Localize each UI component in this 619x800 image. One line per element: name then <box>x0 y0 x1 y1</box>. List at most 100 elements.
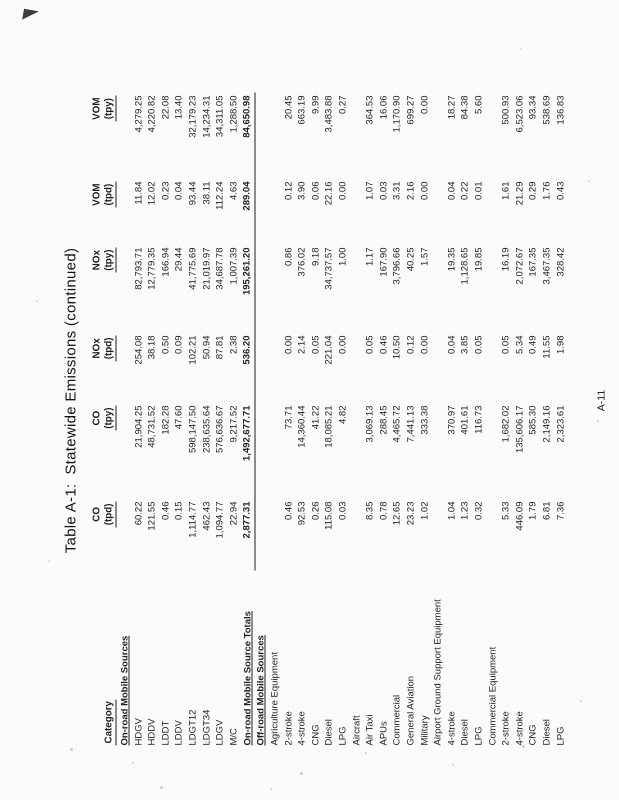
cell-value <box>268 498 282 570</box>
cell-value: 1.04 <box>445 501 457 520</box>
cell-value: 38.11 <box>200 181 212 205</box>
cell-value: 4.82 <box>337 405 348 424</box>
cell-value: 11.55 <box>540 335 552 359</box>
cell-value: 254.08 <box>132 335 144 365</box>
cell-value: 41,775.69 <box>186 247 198 290</box>
cell-value: 1.17 <box>364 247 376 266</box>
cell-value: 0.46 <box>159 501 171 520</box>
row-label: Commercial Equipment <box>486 646 498 745</box>
page-number: A-11 <box>595 389 607 411</box>
cell-value: 0.00 <box>337 335 348 354</box>
cell-value: 1,682.02 <box>500 405 512 442</box>
cell-value: 536.20 <box>240 332 255 402</box>
row-label: LPG <box>337 725 348 745</box>
cell-value: 7,441.13 <box>404 405 416 442</box>
row-label: LPG <box>472 725 484 745</box>
cell-value: 22.16 <box>323 181 335 205</box>
table-row-data: CNG 1.79 585.30 0.49 167.35 0.29 93.34 <box>526 92 540 748</box>
cell-value: 1,492,677.71 <box>240 402 255 498</box>
cell-value: 1,170.90 <box>391 95 403 132</box>
cell-value: 182.28 <box>159 405 171 435</box>
row-label: Diesel <box>459 718 471 745</box>
scan-speckle <box>160 786 163 789</box>
emissions-table: Category CO (tpd) CO (tpy) NOx (tpd) NOx (tpy) VO… <box>91 92 567 748</box>
table-row-data: Commercial 12.65 4,465.72 10.50 3,796.66 3.31… <box>390 92 404 748</box>
cell-value: 22.08 <box>159 95 171 119</box>
cell-value: 0.32 <box>472 501 484 520</box>
row-label: LDDT <box>159 720 171 745</box>
cell-value: 6.81 <box>540 501 552 520</box>
cell-value: 166.94 <box>159 247 171 277</box>
table-row-data: LPG 7.36 2,323.61 1.98 328.42 0.43 136.83 <box>554 92 568 748</box>
cell-value: 41.22 <box>309 405 321 429</box>
cell-value <box>254 498 268 570</box>
cell-value: 1.02 <box>418 501 430 520</box>
row-label: M/C <box>227 727 239 745</box>
cell-value: 364.53 <box>364 95 376 125</box>
cell-value: 14,234.31 <box>200 95 212 138</box>
row-label: LDGT34 <box>200 709 212 745</box>
cell-value: 6,523.06 <box>513 95 525 132</box>
cell-value <box>431 332 445 402</box>
cell-value: 12.02 <box>146 181 158 205</box>
cell-value: 1.23 <box>459 501 471 520</box>
table-row-data: 4-stroke 446.09 135,606.17 5.34 2,072.67 21.2… <box>513 92 527 748</box>
cell-value: 289.04 <box>240 178 255 244</box>
cell-value <box>268 92 282 178</box>
cell-value <box>486 402 500 498</box>
table-row-data: Diesel 115.08 18,085.21 221.04 34,737.57 22.1… <box>322 92 336 748</box>
table-row-subsection: Commercial Equipment <box>486 92 500 748</box>
cell-value: 21.29 <box>513 181 525 205</box>
scan-speckle <box>522 745 525 748</box>
cell-value <box>350 332 364 402</box>
scan-speckle <box>452 764 454 766</box>
table-row-data: Air Taxi 8.35 3,069.13 0.05 1.17 1.07 364.53 <box>363 92 377 748</box>
cell-value: 3.31 <box>391 181 403 200</box>
cell-value: 0.05 <box>309 335 321 354</box>
row-label: 4-stroke <box>296 710 308 745</box>
cell-value: 0.04 <box>445 181 457 200</box>
cell-value <box>268 402 282 498</box>
cell-value <box>431 244 445 332</box>
cell-value: 0.03 <box>337 501 348 520</box>
cell-value: 1.61 <box>500 181 512 200</box>
row-label: 2-stroke <box>500 710 512 745</box>
table-row-data: LDDV 0.15 47.60 0.09 29.44 0.04 13.40 <box>172 92 186 748</box>
cell-value <box>118 402 132 498</box>
row-label: APUs <box>377 720 389 745</box>
cell-value: 1,288.50 <box>227 95 239 132</box>
scan-speckle <box>36 300 38 302</box>
cell-value: 462.43 <box>200 501 212 531</box>
cell-value <box>268 178 282 244</box>
cell-value <box>118 92 132 178</box>
cell-value: 3,483.88 <box>323 95 335 132</box>
cell-value: 0.12 <box>282 181 294 200</box>
cell-value: 3,796.66 <box>391 247 403 284</box>
cell-value: 0.00 <box>337 181 348 200</box>
cell-value <box>431 92 445 178</box>
cell-value <box>350 92 364 178</box>
cell-value: 8.35 <box>364 501 376 520</box>
cell-value: 11.84 <box>132 181 144 205</box>
cell-value: 221.04 <box>323 335 335 365</box>
scan-speckle <box>597 420 599 422</box>
cell-value: 0.00 <box>418 335 430 354</box>
table-row-data: LPG 0.03 4.82 0.00 1.00 0.00 0.27 <box>336 92 350 748</box>
cell-value: 0.15 <box>173 501 185 520</box>
cell-value: 34,311.05 <box>214 95 226 137</box>
cell-value: 40.25 <box>404 247 416 271</box>
table-row-data: HDGV 60.22 21,904.25 254.08 82,793.71 11.84 4,… <box>132 92 146 748</box>
cell-value <box>486 178 500 244</box>
category-header: Category <box>91 570 118 748</box>
column-header: VOM (tpy) <box>91 92 118 178</box>
cell-value <box>254 402 268 498</box>
cell-value <box>118 332 132 402</box>
table-header: Category CO (tpd) CO (tpy) NOx (tpd) NOx (tpy) VO… <box>91 92 118 748</box>
cell-value: 116.73 <box>472 405 484 434</box>
row-label: CNG <box>527 723 539 745</box>
cell-value: 23.23 <box>404 501 416 525</box>
cell-value: 9.18 <box>309 247 321 266</box>
cell-value: 4,465.72 <box>391 405 403 442</box>
